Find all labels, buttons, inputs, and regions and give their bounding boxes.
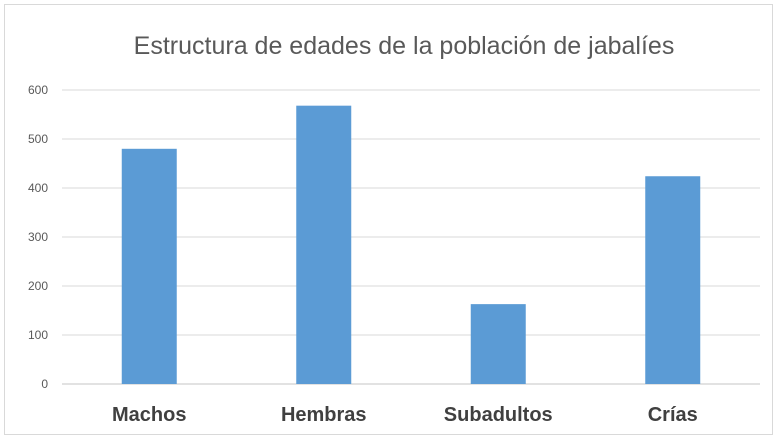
y-tick-label: 200 bbox=[28, 279, 48, 293]
y-tick-label: 0 bbox=[41, 377, 48, 391]
bar-crías bbox=[645, 176, 701, 384]
bar-machos bbox=[121, 148, 177, 384]
y-tick-label: 600 bbox=[28, 83, 48, 97]
x-axis: Machos Hembras Subadultos Crías bbox=[112, 404, 698, 426]
x-tick-label: Subadultos bbox=[444, 404, 553, 426]
bar-hembras bbox=[296, 105, 352, 385]
y-tick-label: 300 bbox=[28, 230, 48, 244]
x-tick-label: Machos bbox=[112, 404, 186, 426]
x-tick-label: Crías bbox=[648, 404, 698, 426]
bar-subadultos bbox=[470, 304, 526, 384]
gridlines bbox=[62, 89, 760, 385]
x-tick-label: Hembras bbox=[281, 404, 367, 426]
y-axis: 0 100 200 300 400 500 600 bbox=[28, 83, 48, 391]
y-tick-label: 100 bbox=[28, 328, 48, 342]
bars bbox=[121, 105, 701, 385]
y-tick-label: 400 bbox=[28, 181, 48, 195]
y-tick-label: 500 bbox=[28, 132, 48, 146]
chart-title: Estructura de edades de la población de … bbox=[134, 32, 675, 60]
